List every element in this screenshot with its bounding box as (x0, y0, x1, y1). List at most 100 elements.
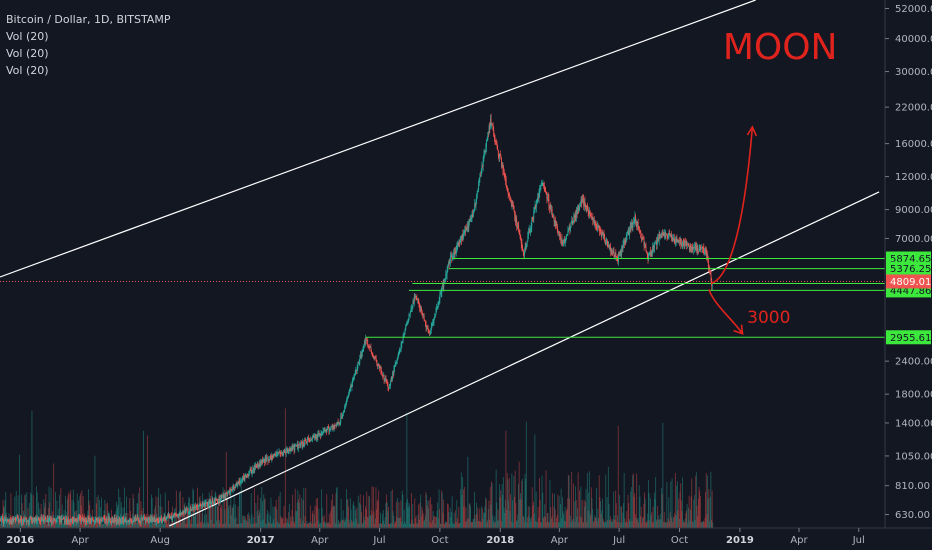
candle-body (302, 441, 304, 447)
volume-bar (512, 500, 513, 528)
volume-bar (588, 471, 590, 528)
volume-bar (451, 512, 452, 528)
candle-body (226, 493, 227, 495)
volume-bar (49, 523, 51, 528)
volume-bar (228, 505, 230, 528)
volume-bar (670, 481, 672, 528)
candle-body (163, 518, 164, 520)
volume-bar (528, 515, 530, 528)
candle-body (478, 178, 480, 183)
volume-bar (613, 515, 615, 528)
candle-body (532, 217, 533, 219)
candle-body (8, 520, 9, 522)
candle-body (527, 235, 529, 242)
candle-body (424, 319, 426, 321)
volume-indicator-label[interactable]: Vol (20) (6, 30, 49, 43)
volume-indicator-label[interactable]: Vol (20) (6, 64, 49, 77)
volume-bar (389, 524, 391, 528)
volume-bar (319, 524, 320, 528)
volume-bar (303, 488, 305, 528)
volume-bar (615, 490, 617, 528)
candle-body (325, 429, 327, 432)
volume-bar (203, 522, 205, 528)
volume-bar (489, 486, 491, 528)
volume-bar (500, 490, 502, 528)
volume-bar (435, 516, 437, 528)
candle-body (145, 519, 147, 521)
volume-bar (305, 523, 307, 528)
volume-bar (206, 522, 208, 528)
volume-bar (79, 496, 81, 528)
candle-body (416, 298, 418, 300)
volume-bar (206, 514, 207, 528)
price-tick-label: 1050.00 (895, 451, 932, 462)
volume-bar (354, 506, 356, 528)
volume-bar (696, 505, 698, 528)
volume-bar (471, 522, 473, 528)
volume-bar (253, 524, 255, 528)
candle-body (346, 396, 348, 401)
volume-bar (274, 523, 276, 528)
candle-body (478, 182, 480, 190)
candle-body (600, 233, 602, 237)
candle-body (298, 444, 300, 445)
candle-body (264, 458, 266, 463)
candle-body (581, 199, 583, 203)
volume-bar (332, 505, 334, 528)
volume-bar (694, 494, 695, 528)
symbol-title[interactable]: Bitcoin / Dollar, 1D, BITSTAMP (6, 13, 171, 26)
volume-bar (339, 524, 341, 528)
candle-body (538, 192, 540, 198)
volume-bar (185, 515, 187, 528)
volume-bar (609, 516, 611, 528)
volume-bar (547, 513, 549, 528)
volume-bar (624, 518, 626, 528)
volume-bar (183, 520, 185, 528)
volume-bar (653, 522, 655, 528)
volume-bar (623, 472, 625, 528)
candle-body (614, 253, 616, 258)
candle-body (674, 239, 676, 243)
candle-body (334, 425, 336, 426)
candle-body (326, 427, 328, 432)
candle-body (335, 425, 337, 426)
candle-body (270, 456, 272, 460)
volume-bar (184, 502, 186, 528)
candle-body (654, 241, 656, 245)
candle-body (607, 241, 609, 248)
candle-body (367, 339, 369, 346)
candle-body (77, 518, 79, 522)
candle-body (170, 516, 172, 519)
volume-bar (525, 421, 527, 528)
volume-bar (19, 523, 21, 528)
volume-bar (506, 509, 508, 528)
candle-body (354, 372, 356, 375)
candle-body (505, 178, 506, 181)
candle-body (184, 511, 185, 513)
candle-body (81, 517, 82, 521)
candle-body (281, 452, 283, 455)
candle-body (411, 305, 413, 308)
candle-body (670, 235, 672, 237)
candle-body (491, 124, 493, 126)
candle-body (267, 457, 269, 462)
candle-body (514, 216, 516, 223)
candle-body (285, 450, 287, 454)
candle-body (164, 516, 166, 520)
volume-bar (32, 495, 34, 528)
volume-bar (638, 522, 639, 528)
volume-bar (292, 516, 294, 528)
candle-body (461, 234, 463, 240)
volume-bar (257, 495, 259, 528)
volume-bar (703, 522, 705, 528)
candle-body (19, 518, 21, 521)
candle-body (307, 438, 309, 440)
candle-body (572, 221, 574, 225)
candle-body (387, 385, 389, 388)
volume-indicator-label[interactable]: Vol (20) (6, 47, 49, 60)
volume-bar (544, 504, 546, 528)
candle-body (413, 301, 415, 304)
candle-body (165, 517, 167, 520)
candle-body (460, 236, 462, 239)
